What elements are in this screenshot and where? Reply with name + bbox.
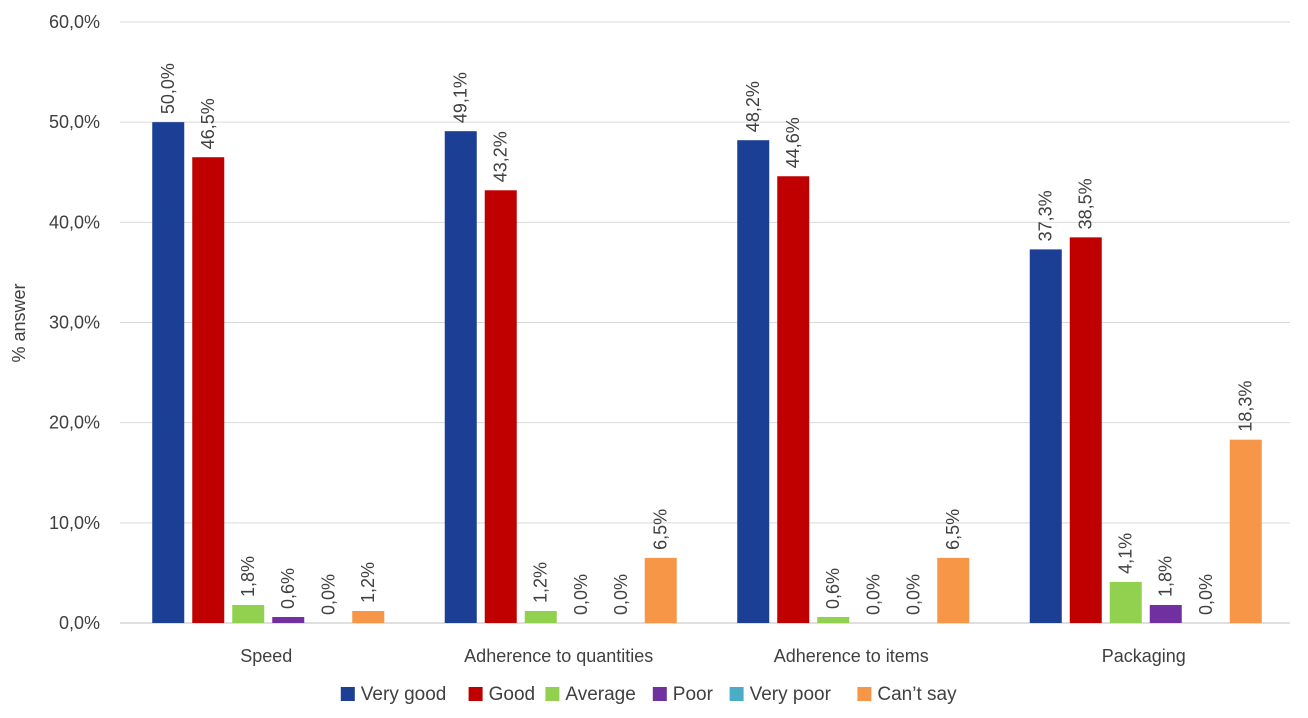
data-label: 37,3%	[1036, 190, 1056, 241]
legend-swatch	[652, 687, 667, 701]
legend: Very good Good Average Poor Very poor Can’t s…	[340, 684, 957, 705]
legend-swatch	[545, 687, 560, 701]
legend-label: Very poor	[750, 684, 832, 705]
data-label: 48,2%	[743, 81, 763, 132]
bar	[1229, 439, 1262, 623]
legend-swatch	[468, 687, 483, 701]
bar	[232, 604, 265, 623]
gridlines	[120, 21, 1290, 624]
bar	[777, 176, 810, 624]
legend-swatch	[729, 687, 744, 701]
bar	[817, 616, 850, 623]
bar	[484, 190, 517, 623]
data-label: 6,5%	[651, 509, 671, 550]
data-label: 1,2%	[358, 562, 378, 603]
bars	[152, 122, 1262, 624]
legend-swatch	[857, 687, 872, 701]
y-tick-label: 40,0%	[49, 212, 100, 232]
bar	[524, 610, 557, 623]
legend-label: Very good	[361, 684, 447, 705]
data-label: 0,0%	[903, 574, 923, 615]
data-label: 4,1%	[1116, 533, 1136, 574]
bar	[152, 122, 185, 624]
bar	[444, 131, 477, 623]
x-category-label: Adherence to quantities	[464, 646, 653, 666]
bar	[1149, 604, 1182, 623]
legend-swatch	[340, 687, 355, 701]
data-label: 44,6%	[783, 117, 803, 168]
data-label: 46,5%	[198, 98, 218, 149]
bar	[192, 157, 225, 623]
data-label: 0,0%	[318, 574, 338, 615]
y-tick-label: 0,0%	[59, 613, 100, 633]
data-label: 49,1%	[451, 72, 471, 123]
bar	[1069, 237, 1102, 623]
legend-label: Poor	[673, 684, 714, 705]
data-label: 0,0%	[611, 574, 631, 615]
y-tick-label: 10,0%	[49, 513, 100, 533]
data-label: 18,3%	[1236, 381, 1256, 432]
data-label: 0,6%	[823, 568, 843, 609]
data-label: 6,5%	[943, 509, 963, 550]
y-tick-label: 30,0%	[49, 313, 100, 333]
y-axis-ticks: 0,0% 10,0% 20,0% 30,0% 40,0% 50,0% 60,0%	[49, 12, 100, 633]
legend-label: Average	[565, 684, 635, 705]
data-label: 0,0%	[571, 574, 591, 615]
data-label: 43,2%	[491, 131, 511, 182]
x-category-label: Speed	[240, 646, 292, 666]
x-category-label: Packaging	[1102, 646, 1186, 666]
bar	[737, 140, 770, 624]
bar	[644, 557, 677, 623]
data-label: 38,5%	[1076, 178, 1096, 229]
x-category-label: Adherence to items	[774, 646, 929, 666]
data-labels: 50,0% 46,5% 1,8% 0,6% 0,0% 1,2% 49,1% 43,2% 1,2%…	[158, 63, 1256, 615]
data-label: 1,8%	[238, 556, 258, 597]
data-label: 0,0%	[1196, 574, 1216, 615]
y-tick-label: 60,0%	[49, 12, 100, 32]
legend-label: Can’t say	[877, 684, 957, 705]
y-axis-title: % answer	[9, 283, 29, 362]
legend-label: Good	[489, 684, 535, 705]
data-label: 1,8%	[1156, 556, 1176, 597]
data-label: 1,2%	[531, 562, 551, 603]
data-label: 0,0%	[863, 574, 883, 615]
y-tick-label: 20,0%	[49, 413, 100, 433]
y-tick-label: 50,0%	[49, 112, 100, 132]
bar	[272, 616, 305, 623]
data-label: 0,6%	[278, 568, 298, 609]
data-label: 50,0%	[158, 63, 178, 114]
x-axis-categories: Speed Adherence to quantities Adherence to…	[240, 646, 1186, 666]
bar	[352, 610, 385, 623]
bar	[1109, 581, 1142, 623]
bar	[1029, 249, 1062, 623]
bar	[937, 557, 970, 623]
